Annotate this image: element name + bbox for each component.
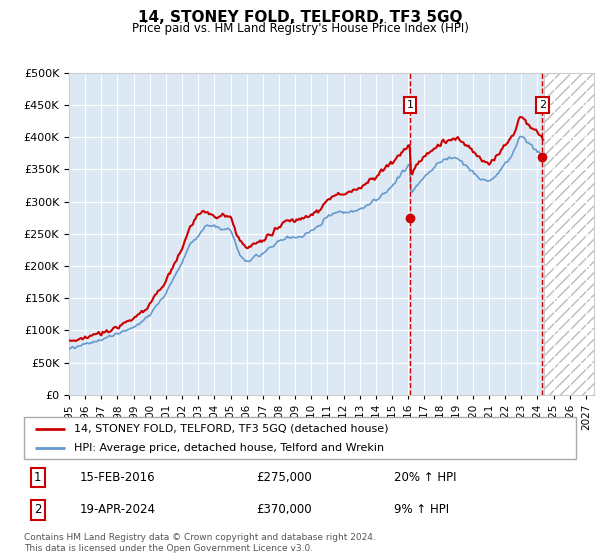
Text: HPI: Average price, detached house, Telford and Wrekin: HPI: Average price, detached house, Telf… bbox=[74, 443, 384, 453]
Text: Price paid vs. HM Land Registry's House Price Index (HPI): Price paid vs. HM Land Registry's House … bbox=[131, 22, 469, 35]
Text: 9% ↑ HPI: 9% ↑ HPI bbox=[394, 503, 449, 516]
Text: 19-APR-2024: 19-APR-2024 bbox=[79, 503, 155, 516]
Text: 14, STONEY FOLD, TELFORD, TF3 5GQ: 14, STONEY FOLD, TELFORD, TF3 5GQ bbox=[138, 10, 462, 25]
Text: 1: 1 bbox=[34, 471, 41, 484]
Text: 20% ↑ HPI: 20% ↑ HPI bbox=[394, 471, 457, 484]
Text: Contains HM Land Registry data © Crown copyright and database right 2024.
This d: Contains HM Land Registry data © Crown c… bbox=[24, 533, 376, 553]
Text: £370,000: £370,000 bbox=[256, 503, 311, 516]
Text: £275,000: £275,000 bbox=[256, 471, 311, 484]
Text: 14, STONEY FOLD, TELFORD, TF3 5GQ (detached house): 14, STONEY FOLD, TELFORD, TF3 5GQ (detac… bbox=[74, 423, 388, 433]
Bar bbox=[544, 73, 594, 395]
Text: 15-FEB-2016: 15-FEB-2016 bbox=[79, 471, 155, 484]
Text: 2: 2 bbox=[34, 503, 41, 516]
Text: 2: 2 bbox=[539, 100, 546, 110]
Text: 1: 1 bbox=[407, 100, 413, 110]
FancyBboxPatch shape bbox=[24, 417, 576, 459]
